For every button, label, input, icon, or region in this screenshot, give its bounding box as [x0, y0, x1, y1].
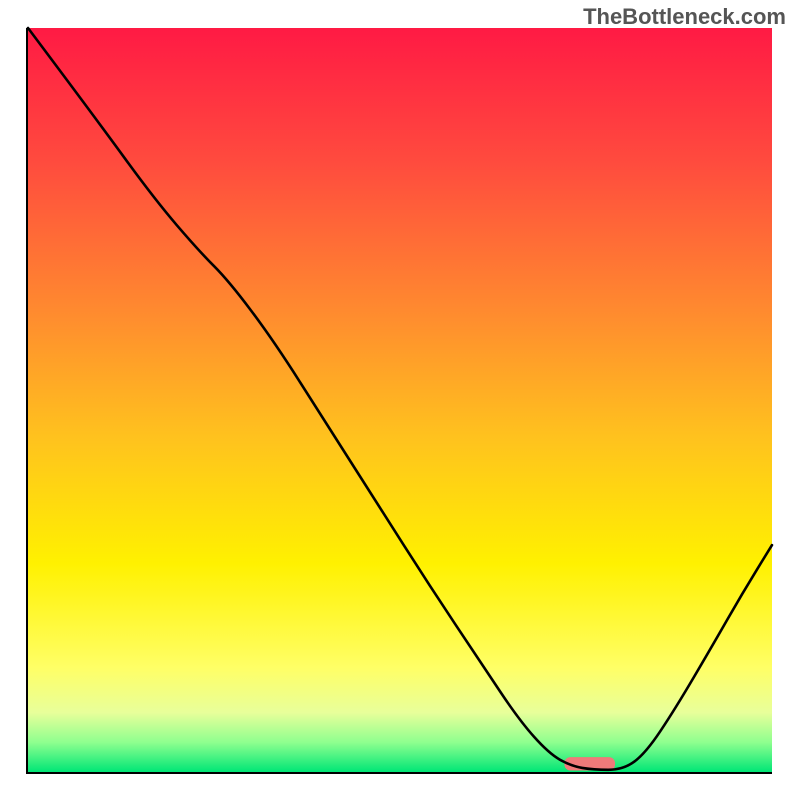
bottleneck-chart — [0, 0, 800, 800]
x-axis-line — [26, 772, 772, 774]
watermark-text: TheBottleneck.com — [583, 4, 786, 30]
gradient-background — [28, 28, 772, 772]
y-axis-line — [26, 28, 28, 774]
chart-container: TheBottleneck.com — [0, 0, 800, 800]
